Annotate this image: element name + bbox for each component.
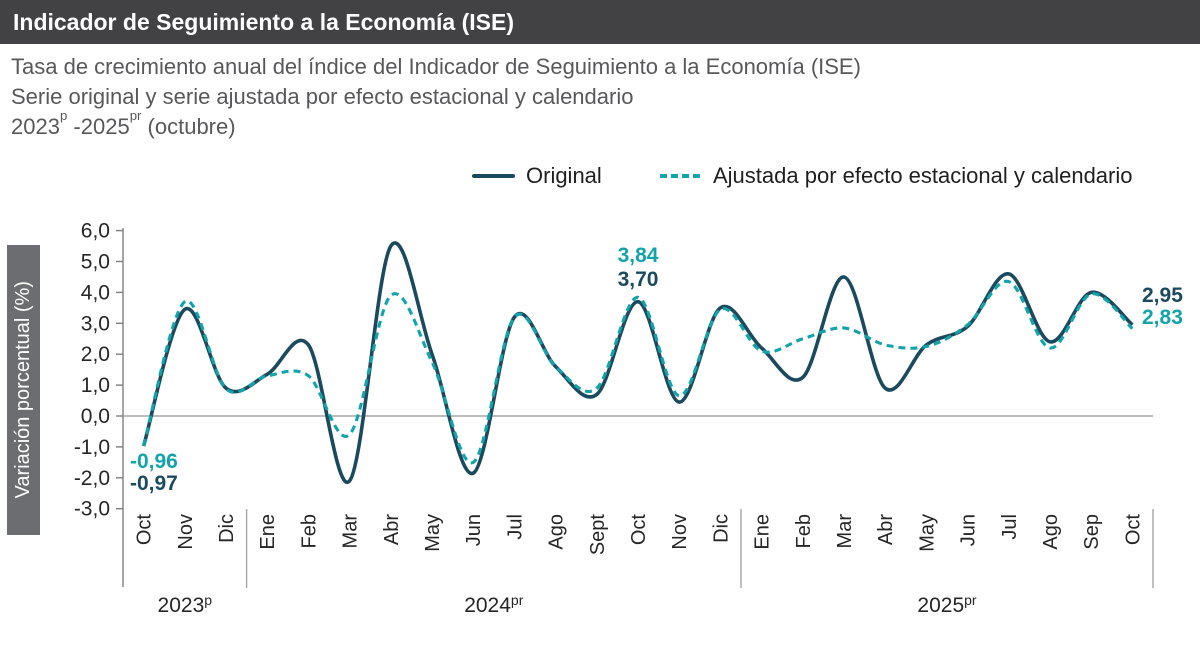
subtitle-period: 2023p -2025pr (octubre) <box>11 107 236 139</box>
month-tick-label: Oct <box>134 514 156 546</box>
y-tick-label: -2,0 <box>74 467 110 490</box>
month-tick-label: Jul <box>504 514 526 540</box>
month-tick-label: Mar <box>340 514 362 549</box>
month-tick-label: Ene <box>752 514 774 550</box>
month-tick-label: Feb <box>793 514 815 548</box>
month-tick-label: Feb <box>298 514 320 548</box>
month-tick-label: Abr <box>381 514 403 545</box>
original-line-sample-icon <box>472 174 515 178</box>
data-label: 3,70 <box>618 268 659 291</box>
month-tick-label: Abr <box>875 514 897 545</box>
month-tick-label: Dic <box>710 514 732 543</box>
data-label: -0,96 <box>130 450 178 473</box>
data-label: 3,84 <box>618 244 659 267</box>
y-tick-label: -3,0 <box>74 498 110 521</box>
month-tick-label: Mar <box>834 514 856 549</box>
y-axis-title-bar: Variación porcentual (%) <box>7 245 40 535</box>
y-tick-label: 3,0 <box>81 312 110 335</box>
data-label: -0,97 <box>130 472 178 495</box>
month-tick-label: Jul <box>999 514 1021 540</box>
month-tick-label: Oct <box>1122 514 1144 546</box>
y-tick-label: 4,0 <box>81 281 110 304</box>
page-title: Indicador de Seguimiento a la Economía (… <box>13 8 514 35</box>
data-label: 2,95 <box>1142 284 1183 307</box>
legend-ajustada-label: Ajustada por efecto estacional y calenda… <box>713 163 1133 188</box>
legend-original-label: Original <box>526 163 602 188</box>
month-tick-label: Dic <box>216 514 238 543</box>
subtitle-line-2: Serie original y serie ajustada por efec… <box>11 84 634 109</box>
year-label: 2024pr <box>464 592 524 617</box>
y-tick-label: -1,0 <box>74 436 110 459</box>
month-tick-label: Ago <box>1040 514 1062 550</box>
month-tick-label: Nov <box>175 514 197 550</box>
y-tick-label: 6,0 <box>81 220 110 243</box>
y-tick-label: 2,0 <box>81 343 110 366</box>
month-tick-label: Sept <box>587 514 609 556</box>
subtitle-block: Tasa de crecimiento anual del índice del… <box>11 52 861 142</box>
month-tick-label: Ago <box>546 514 568 550</box>
legend-item-ajustada: Ajustada por efecto estacional y calenda… <box>660 163 1132 189</box>
legend-item-original: Original <box>472 163 602 189</box>
year-label: 2023p <box>158 592 213 617</box>
month-tick-label: May <box>916 514 938 552</box>
month-tick-label: Jun <box>463 514 485 546</box>
title-bar: Indicador de Seguimiento a la Economía (… <box>0 0 1200 44</box>
original-series-line <box>141 241 1134 485</box>
subtitle-line-1: Tasa de crecimiento anual del índice del… <box>11 54 861 79</box>
y-tick-label: 0,0 <box>81 405 110 428</box>
y-tick-label: 5,0 <box>81 251 110 274</box>
month-tick-label: Sep <box>1081 514 1103 550</box>
month-tick-label: Jun <box>958 514 980 546</box>
data-label: 2,83 <box>1142 306 1183 329</box>
ajustada-dash-sample-icon <box>660 174 702 178</box>
month-tick-label: Nov <box>669 514 691 550</box>
month-tick-label: Ene <box>257 514 279 550</box>
month-tick-label: Oct <box>628 514 650 546</box>
y-tick-label: 1,0 <box>81 374 110 397</box>
month-tick-label: May <box>422 514 444 552</box>
year-label: 2025pr <box>917 592 977 617</box>
ajustada-series-line <box>142 280 1134 465</box>
